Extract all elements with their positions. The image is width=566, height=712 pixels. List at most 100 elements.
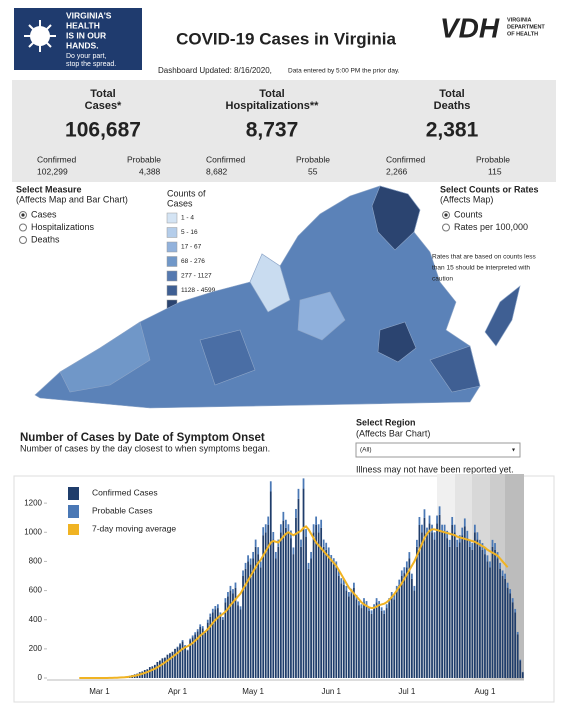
radio[interactable]: [19, 236, 27, 244]
legend-swatch: [68, 524, 79, 535]
bar: [360, 608, 363, 678]
bar: [146, 669, 149, 678]
bar: [398, 579, 401, 585]
bar: [151, 666, 154, 678]
bar: [325, 549, 328, 678]
radio-label[interactable]: Rates per 100,000: [454, 222, 528, 232]
y-tick-label: 400: [29, 615, 43, 624]
bar: [209, 616, 212, 678]
legend-swatch: [166, 285, 178, 296]
bar: [375, 598, 378, 603]
logo-text: IS IN OUR: [66, 30, 106, 40]
bar: [378, 605, 380, 678]
bar: [365, 601, 368, 606]
radio-label[interactable]: Hospitalizations: [31, 222, 95, 232]
bar: [416, 546, 418, 678]
bar: [481, 549, 484, 678]
bar: [305, 529, 307, 537]
bar: [521, 672, 524, 678]
bar: [484, 547, 486, 555]
bar: [249, 558, 252, 565]
bar: [148, 667, 151, 678]
bar: [292, 547, 295, 555]
bar: [206, 622, 209, 678]
bar: [332, 558, 335, 565]
bar: [355, 599, 358, 678]
bar: [184, 645, 186, 678]
bar: [279, 524, 282, 533]
bar: [353, 582, 355, 588]
bar: [428, 515, 431, 524]
radio-label[interactable]: Counts: [454, 209, 483, 219]
bar: [171, 651, 174, 678]
bar: [423, 517, 426, 678]
bar: [332, 564, 335, 678]
stat-label: Total: [439, 88, 464, 100]
bar: [254, 539, 257, 547]
bar: [176, 647, 179, 678]
bar: [254, 546, 257, 678]
summary: TotalCases*106,687Confirmed102,299Probab…: [37, 88, 510, 176]
bar: [201, 628, 204, 678]
bar: [400, 570, 403, 576]
bar: [342, 579, 345, 585]
bar: [244, 562, 247, 569]
bar: [479, 539, 481, 547]
bar: [373, 608, 375, 678]
bar: [297, 498, 300, 678]
bar: [375, 602, 378, 678]
bar: [501, 576, 504, 678]
bar: [252, 558, 255, 678]
bar: [416, 539, 418, 547]
bar: [279, 532, 282, 678]
bar: [516, 634, 519, 678]
bar: [501, 570, 504, 576]
y-tick-label: 0: [38, 673, 43, 682]
updated-note: Data entered by 5:00 PM the prior day.: [288, 68, 400, 75]
bar: [216, 608, 219, 678]
bar: [514, 608, 517, 613]
bar: [181, 641, 184, 678]
bar: [468, 546, 471, 678]
radio[interactable]: [442, 223, 450, 232]
select-value[interactable]: (All): [360, 447, 372, 454]
bar: [443, 532, 446, 678]
bar: [448, 546, 451, 678]
bar: [458, 535, 461, 543]
legend-swatch: [166, 227, 178, 238]
bar: [211, 608, 214, 613]
bar: [274, 558, 277, 678]
bar: [244, 568, 247, 678]
bar: [209, 613, 212, 617]
plot: 0 200 400 600 800 1000 1200 Mar 1 Apr 1 May 1 Jun …: [24, 478, 524, 696]
region-select[interactable]: [355, 442, 521, 458]
chart-subtitle: Number of cases by the day closest to wh…: [20, 443, 270, 453]
bar: [320, 519, 323, 528]
bar: [509, 593, 512, 678]
bar: [383, 613, 386, 678]
legend-swatch: [166, 270, 178, 282]
bar: [302, 478, 305, 489]
bar: [174, 648, 176, 678]
x-tick-label: Aug 1: [474, 687, 495, 696]
summary-panel: [12, 80, 556, 182]
radio-label[interactable]: Deaths: [31, 234, 60, 244]
bar: [330, 555, 333, 562]
radio-label[interactable]: Cases: [31, 209, 57, 219]
select-arrow[interactable]: ▾: [512, 448, 515, 454]
legend-swatch: [68, 505, 79, 518]
bar: [476, 532, 479, 540]
legend-label: 7-day moving average: [92, 523, 176, 533]
bar: [325, 542, 328, 550]
radio[interactable]: [19, 223, 27, 232]
bar: [184, 645, 186, 646]
bar: [189, 640, 192, 678]
bar: [433, 532, 436, 540]
bar: [229, 585, 232, 591]
bar: [370, 613, 373, 678]
legend-label: 1128 - 4599: [181, 287, 216, 294]
bar: [179, 644, 181, 678]
bar: [514, 612, 517, 678]
bar: [164, 657, 166, 678]
note: caution: [432, 276, 453, 283]
